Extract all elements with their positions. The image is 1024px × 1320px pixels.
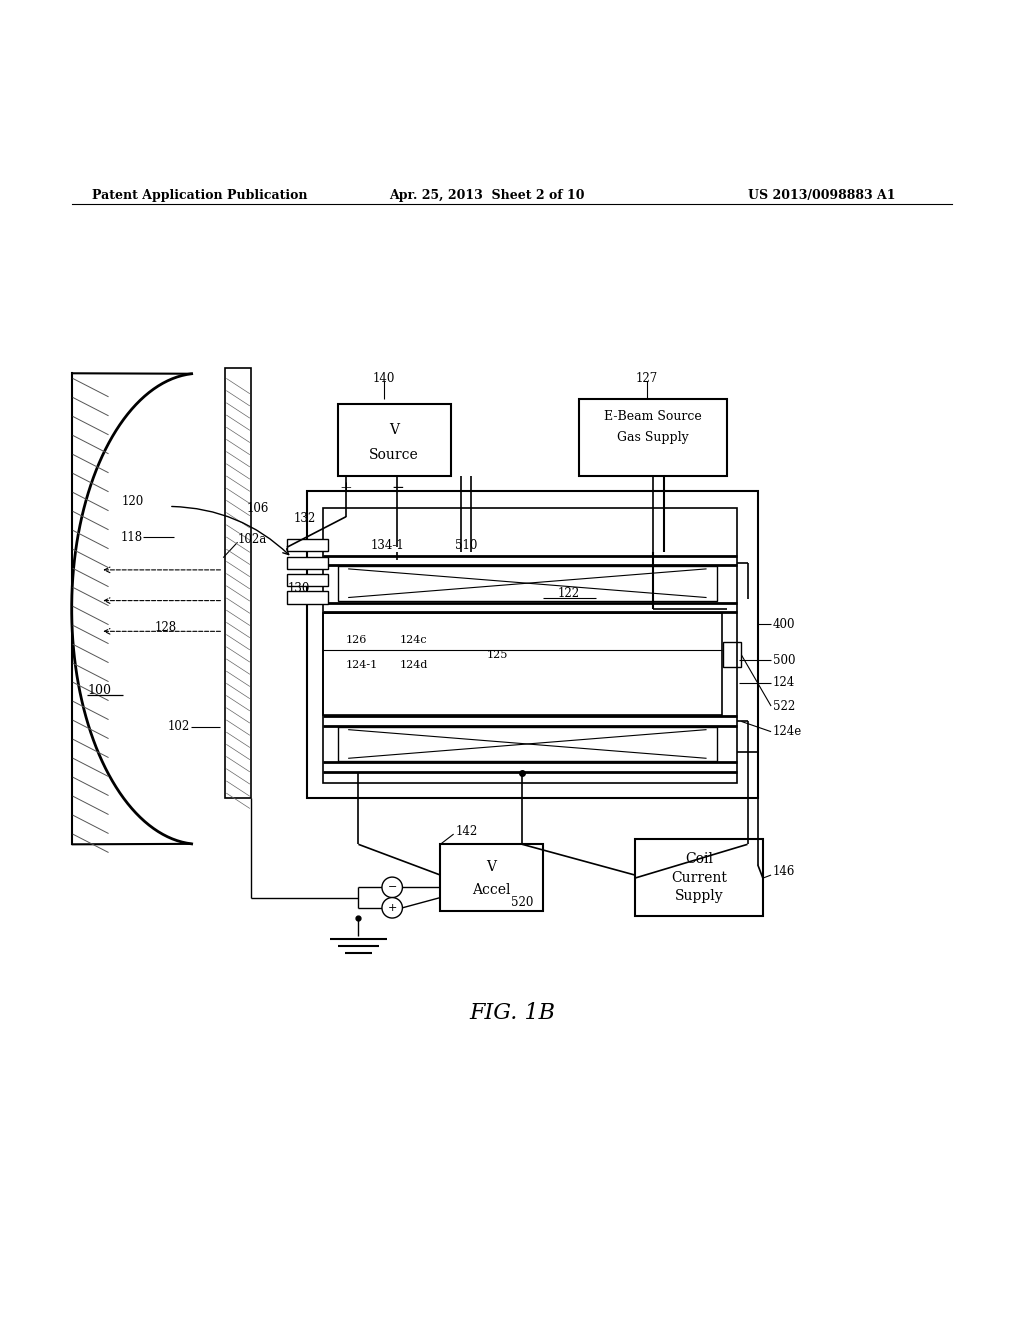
Text: US 2013/0098883 A1: US 2013/0098883 A1	[748, 189, 895, 202]
Text: V: V	[389, 422, 399, 437]
Text: 132: 132	[294, 512, 316, 525]
FancyBboxPatch shape	[287, 591, 328, 603]
Text: 510: 510	[455, 539, 477, 552]
Circle shape	[382, 898, 402, 917]
Text: 127: 127	[636, 372, 658, 385]
Text: 126: 126	[346, 635, 368, 644]
FancyBboxPatch shape	[287, 539, 328, 552]
Text: 124-1: 124-1	[346, 660, 378, 671]
Text: 124c: 124c	[399, 635, 427, 644]
Text: 125: 125	[486, 649, 508, 660]
Text: V: V	[486, 861, 497, 874]
Text: 520: 520	[511, 896, 534, 909]
Text: 400: 400	[773, 618, 796, 631]
Circle shape	[382, 876, 402, 898]
Text: E-Beam Source: E-Beam Source	[604, 411, 701, 424]
Text: 100: 100	[87, 684, 111, 697]
Text: Patent Application Publication: Patent Application Publication	[92, 189, 307, 202]
Text: 120: 120	[122, 495, 144, 508]
Text: Current: Current	[671, 871, 727, 884]
Text: 134-1: 134-1	[371, 539, 403, 552]
Text: 102a: 102a	[238, 533, 267, 545]
Text: Gas Supply: Gas Supply	[616, 430, 689, 444]
Text: 124e: 124e	[773, 725, 803, 738]
Text: 522: 522	[773, 700, 796, 713]
Text: +: +	[387, 903, 397, 913]
Text: 122: 122	[557, 587, 580, 599]
Text: 500: 500	[773, 653, 796, 667]
Text: Source: Source	[370, 449, 419, 462]
Text: 124d: 124d	[399, 660, 428, 671]
Text: 130: 130	[288, 582, 310, 595]
FancyBboxPatch shape	[287, 557, 328, 569]
FancyBboxPatch shape	[287, 574, 328, 586]
Text: Coil: Coil	[685, 853, 713, 866]
Text: +: +	[340, 480, 352, 495]
Text: −: −	[387, 882, 397, 892]
Text: 124: 124	[773, 676, 796, 689]
Text: Supply: Supply	[675, 890, 723, 903]
Text: 142: 142	[456, 825, 478, 837]
Text: −: −	[391, 480, 403, 495]
Text: 106: 106	[247, 502, 269, 515]
Text: 128: 128	[155, 620, 177, 634]
Text: Accel: Accel	[472, 883, 511, 896]
Text: 102: 102	[167, 721, 189, 733]
Text: FIG. 1B: FIG. 1B	[469, 1002, 555, 1024]
Text: 118: 118	[121, 531, 143, 544]
Text: 140: 140	[373, 372, 395, 385]
Text: Apr. 25, 2013  Sheet 2 of 10: Apr. 25, 2013 Sheet 2 of 10	[389, 189, 585, 202]
Text: 146: 146	[773, 866, 796, 879]
